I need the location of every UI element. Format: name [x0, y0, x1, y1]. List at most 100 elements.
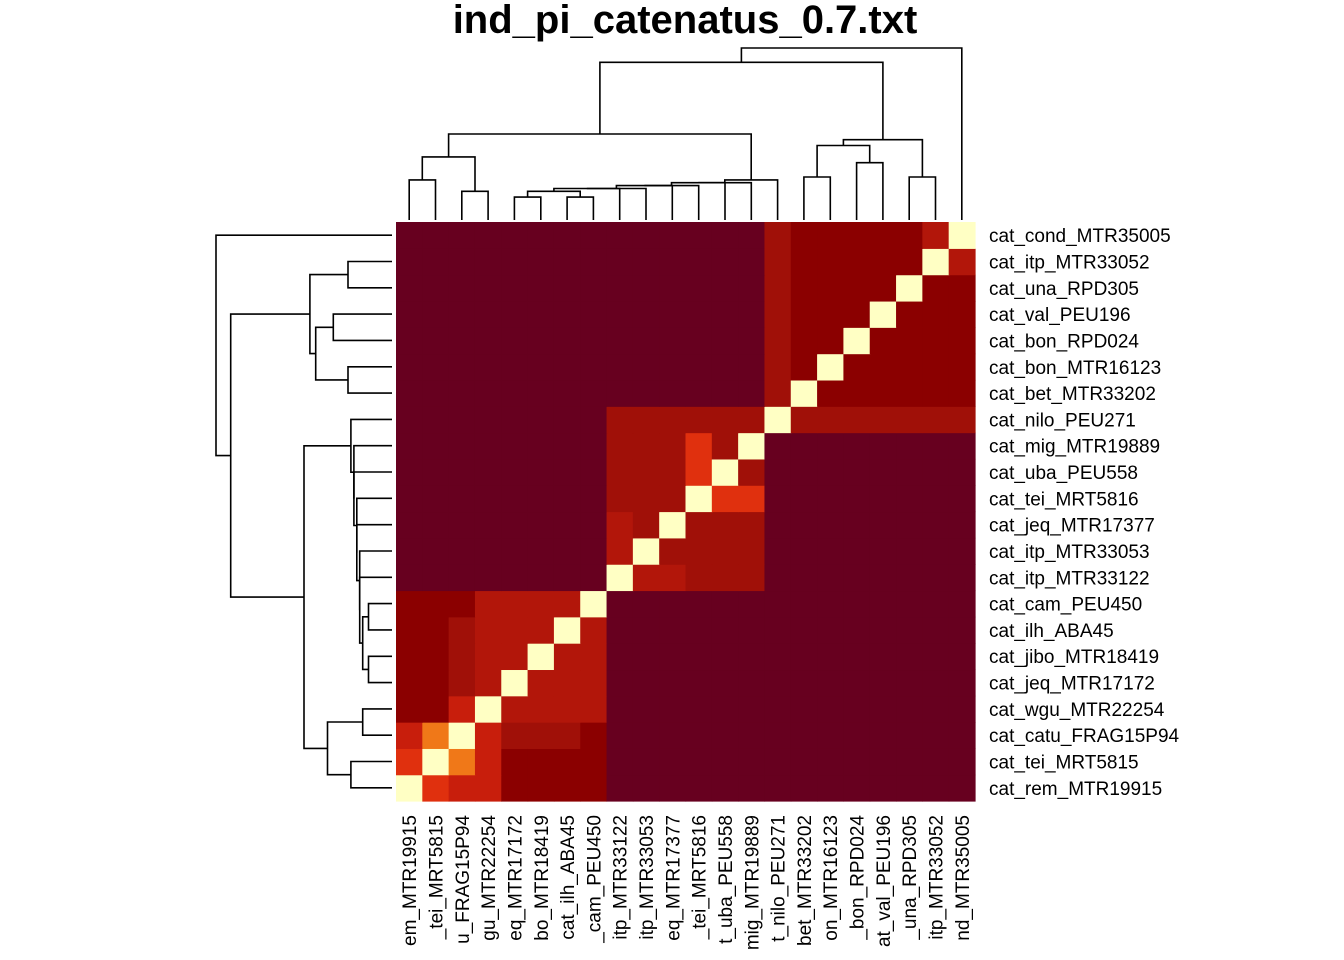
- heatmap-cell: [501, 327, 529, 355]
- heatmap-cell: [553, 537, 581, 565]
- heatmap-cell: [790, 722, 818, 749]
- row-dendrogram-link: [347, 260, 392, 289]
- heatmap-cell: [580, 327, 608, 355]
- column-label: _tei_MRT5815: [427, 815, 448, 940]
- heatmap-cell: [764, 537, 792, 565]
- heatmap-cell: [711, 722, 739, 749]
- heatmap-cell: [948, 669, 976, 697]
- heatmap-cell: [632, 590, 660, 618]
- heatmap-cell: [896, 353, 923, 381]
- column-labels: em_MTR19915 _tei_MRT5815 u_FRAG15P94 gu_MTR…: [400, 815, 974, 951]
- heatmap-cell: [632, 564, 660, 592]
- row-dendrogram-link: [215, 234, 392, 457]
- heatmap-cell: [738, 774, 766, 802]
- heatmap-cell: [869, 590, 897, 618]
- heatmap-cell: [764, 590, 792, 618]
- row-label: cat_itp_MTR33052: [989, 253, 1150, 274]
- heatmap-cell: [422, 432, 450, 460]
- column-dendrogram-link: [566, 196, 595, 220]
- heatmap-cell: [396, 406, 423, 434]
- heatmap-cell: [738, 748, 766, 776]
- heatmap-cell: [501, 774, 529, 802]
- heatmap-cell: [448, 616, 476, 644]
- heatmap-cell: [396, 537, 423, 565]
- heatmap-cell: [448, 458, 476, 486]
- heatmap-cell: [764, 379, 792, 407]
- column-label: _tei_MRT5816: [690, 815, 711, 940]
- row-label: cat_val_PEU196: [989, 305, 1131, 326]
- heatmap-cell: [422, 327, 450, 355]
- heatmap-cell: [501, 248, 529, 276]
- heatmap-cell: [448, 300, 476, 328]
- heatmap-cell: [711, 564, 739, 592]
- heatmap-cell: [448, 564, 476, 592]
- row-label: cat_nilo_PEU271: [989, 410, 1136, 431]
- heatmap-cell: [448, 327, 476, 355]
- heatmap-cell: [553, 511, 581, 539]
- heatmap-cell: [869, 300, 897, 328]
- heatmap-cell: [922, 511, 950, 539]
- heatmap-cell: [448, 248, 476, 276]
- heatmap-cell: [474, 248, 502, 276]
- heatmap-cell: [527, 353, 555, 381]
- heatmap-cell: [843, 432, 871, 460]
- heatmap-cell: [527, 511, 555, 539]
- row-label: cat_itp_MTR33053: [989, 542, 1150, 563]
- heatmap-cell: [922, 537, 950, 565]
- heatmap-cell: [396, 222, 423, 249]
- heatmap-cell: [580, 511, 608, 539]
- heatmap-cell: [422, 458, 450, 486]
- heatmap-cell: [896, 643, 923, 671]
- heatmap-cell: [817, 274, 845, 302]
- heatmap-cell: [448, 432, 476, 460]
- heatmap-cell: [869, 695, 897, 723]
- heatmap-cell: [659, 643, 687, 671]
- heatmap-cell: [817, 722, 845, 749]
- heatmap-cell: [527, 590, 555, 618]
- heatmap-cell: [711, 537, 739, 565]
- column-label: em_MTR19915: [400, 815, 421, 946]
- heatmap-cell: [659, 406, 687, 434]
- heatmap-cell: [448, 669, 476, 697]
- row-dendrogram-link: [358, 576, 392, 644]
- heatmap-cell: [738, 379, 766, 407]
- heatmap-cell: [501, 537, 529, 565]
- heatmap-cell: [764, 327, 792, 355]
- heatmap-cell: [553, 353, 581, 381]
- heatmap-cell: [869, 274, 897, 302]
- heatmap-cell: [896, 300, 923, 328]
- heatmap-cell: [501, 695, 529, 723]
- heatmap-cell: [948, 274, 976, 302]
- heatmap-cell: [922, 564, 950, 592]
- heatmap-cell: [817, 511, 845, 539]
- heatmap-cell: [764, 274, 792, 302]
- column-label: bo_MTR18419: [532, 815, 553, 941]
- row-label: cat_una_RPD305: [989, 279, 1139, 300]
- heatmap-cell: [790, 669, 818, 697]
- heatmap-cell: [738, 564, 766, 592]
- heatmap-cell: [422, 722, 450, 749]
- heatmap-cell: [738, 695, 766, 723]
- heatmap-cell: [948, 590, 976, 618]
- chart-title: ind_pi_catenatus_0.7.txt: [452, 0, 918, 42]
- heatmap-cell: [659, 379, 687, 407]
- heatmap-cell: [659, 564, 687, 592]
- row-label: cat_itp_MTR33122: [989, 568, 1150, 589]
- heatmap-cell: [790, 274, 818, 302]
- heatmap-cell: [501, 616, 529, 644]
- heatmap-cell: [448, 774, 476, 802]
- heatmap-cell: [685, 248, 713, 276]
- heatmap-cell: [632, 774, 660, 802]
- heatmap-cell: [711, 432, 739, 460]
- heatmap-cell: [396, 300, 423, 328]
- heatmap-cell: [422, 695, 450, 723]
- heatmap-cell: [922, 353, 950, 381]
- heatmap-cell: [685, 564, 713, 592]
- heatmap-cell: [632, 353, 660, 381]
- heatmap-cell: [474, 379, 502, 407]
- heatmap-cell: [711, 300, 739, 328]
- heatmap-cell: [869, 222, 897, 249]
- heatmap-cell: [606, 643, 634, 671]
- heatmap-cell: [922, 774, 950, 802]
- heatmap-cell: [711, 379, 739, 407]
